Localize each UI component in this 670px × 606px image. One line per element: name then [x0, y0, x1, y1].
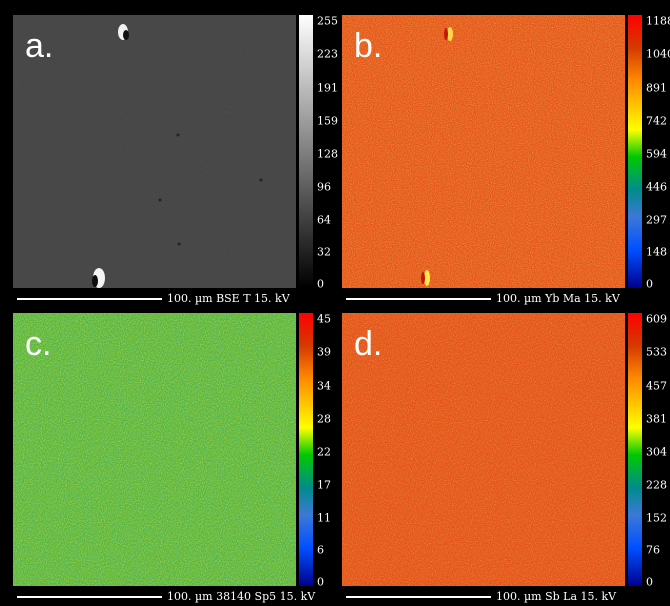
tick-label: 297	[646, 213, 667, 227]
tick-label: 304	[646, 445, 667, 459]
spectrum-colorbar	[628, 313, 642, 586]
tick-label: 223	[317, 47, 338, 61]
tick-label: 228	[646, 478, 667, 492]
scale-bar: 100. µm 38140 Sp5 15. kV	[17, 590, 337, 605]
scale-bar: 100. µm Sb La 15. kV	[346, 590, 666, 605]
tick-label: 381	[646, 412, 667, 426]
grayscale-colorbar	[299, 15, 313, 288]
scale-label: 100. µm Sb La 15. kV	[496, 590, 617, 603]
yb-map-svg	[342, 15, 625, 288]
tick-label: 0	[317, 277, 324, 291]
tick-label: 1188	[646, 14, 670, 28]
scale-line	[17, 596, 162, 598]
tick-label: 45	[317, 312, 331, 326]
tick-label: 22	[317, 445, 331, 459]
colorbar-ticks: 45 39 34 28 22 17 11 6 0	[317, 312, 347, 589]
tick-label: 533	[646, 345, 667, 359]
scale-line	[17, 298, 162, 300]
spectrum-colorbar	[628, 15, 642, 288]
tick-label: 891	[646, 81, 667, 95]
tick-label: 594	[646, 147, 667, 161]
sp5-map: c.	[13, 313, 296, 586]
tick-label: 96	[317, 180, 331, 194]
tick-label: 255	[317, 14, 338, 28]
tick-label: 32	[317, 245, 331, 259]
tick-label: 6	[317, 543, 324, 557]
tick-label: 446	[646, 180, 667, 194]
tick-label: 128	[317, 147, 338, 161]
colorbar-ticks: 255 223 191 159 128 96 64 32 0	[317, 14, 347, 291]
sb-map-svg	[342, 313, 625, 586]
panel-letter: b.	[354, 27, 383, 65]
spectrum-colorbar	[299, 313, 313, 586]
colorbar-ticks: 609 533 457 381 304 228 152 76 0	[646, 312, 670, 589]
tick-label: 39	[317, 345, 331, 359]
tick-label: 17	[317, 478, 331, 492]
tick-label: 1040	[646, 47, 670, 61]
scale-label: 100. µm BSE T 15. kV	[167, 292, 290, 305]
tick-label: 64	[317, 213, 331, 227]
scale-label: 100. µm 38140 Sp5 15. kV	[167, 590, 316, 603]
scale-bar: 100. µm BSE T 15. kV	[17, 292, 337, 307]
tick-label: 159	[317, 114, 338, 128]
panel-letter: a.	[25, 27, 54, 65]
tick-label: 0	[646, 575, 653, 589]
tick-label: 28	[317, 412, 331, 426]
tick-label: 0	[646, 277, 653, 291]
scale-label: 100. µm Yb Ma 15. kV	[496, 292, 620, 305]
tick-label: 148	[646, 245, 667, 259]
panel-letter: c.	[25, 325, 52, 363]
panel-letter: d.	[354, 325, 383, 363]
tick-label: 742	[646, 114, 667, 128]
tick-label: 76	[646, 543, 660, 557]
bse-image-svg	[13, 15, 296, 288]
tick-label: 34	[317, 379, 331, 393]
tick-label: 609	[646, 312, 667, 326]
colorbar-ticks: 1188 1040 891 742 594 446 297 148 0	[646, 14, 670, 291]
scale-bar: 100. µm Yb Ma 15. kV	[346, 292, 666, 307]
yb-map: b.	[342, 15, 625, 288]
tick-label: 0	[317, 575, 324, 589]
tick-label: 191	[317, 81, 338, 95]
sp5-map-svg	[13, 313, 296, 586]
tick-label: 11	[317, 511, 331, 525]
scale-line	[346, 596, 491, 598]
sb-map: d.	[342, 313, 625, 586]
bse-image: a.	[13, 15, 296, 288]
tick-label: 152	[646, 511, 667, 525]
scale-line	[346, 298, 491, 300]
tick-label: 457	[646, 379, 667, 393]
